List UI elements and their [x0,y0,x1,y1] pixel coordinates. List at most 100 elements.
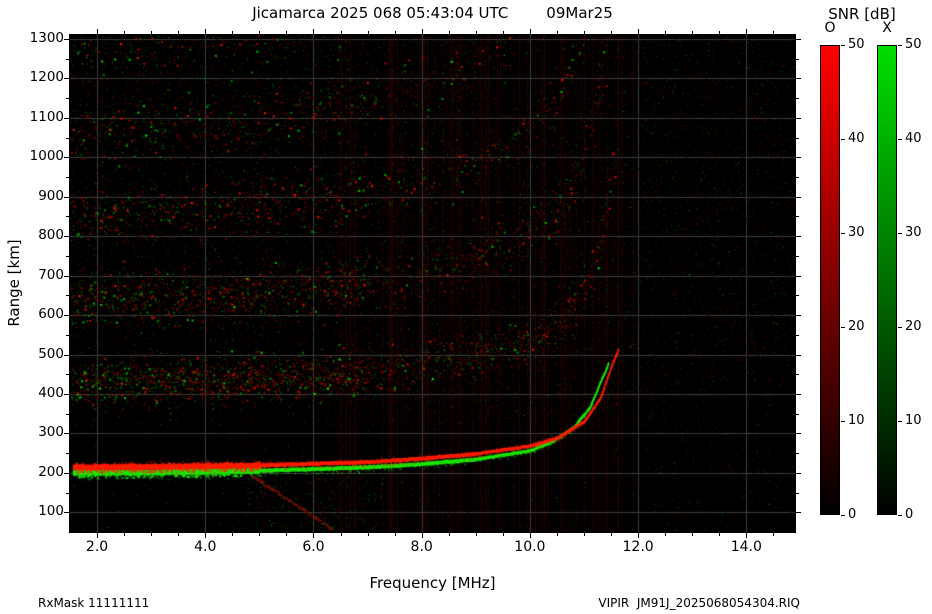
x-tick-label: 4.0 [194,539,217,555]
colorbar-x-label: X [882,20,892,36]
y-minor-tick [796,374,799,376]
y-tick-label: 1000 [29,148,64,165]
x-minor-tick [259,533,261,536]
x-minor-tick [502,533,504,536]
y-major-tick [796,472,801,474]
y-major-tick [796,393,801,395]
y-tick-label: 200 [38,463,64,480]
colorbar-tick-label: 20 [848,319,865,334]
colorbar-tick [841,233,845,234]
x-minor-tick [475,533,477,536]
x-major-tick [421,533,423,538]
x-minor-tick [394,533,396,536]
colorbar-tick [841,421,845,422]
y-major-tick [796,315,801,317]
x-major-tick [746,533,748,538]
y-tick-label: 1300 [29,29,64,46]
y-major-tick [796,196,801,198]
y-major-tick [796,117,801,119]
colorbar-tick [898,421,902,422]
y-tick-label: 300 [38,424,64,441]
y-tick-label: 1100 [29,108,64,125]
plot-area [69,34,796,533]
colorbar-tick-label: 0 [848,507,857,522]
y-axis-label: Range [km] [5,239,23,327]
x-major-tick [529,533,531,538]
colorbar-tick-label: 50 [848,37,865,52]
colorbar-tick-label: 20 [905,319,922,334]
colorbar-title: SNR [dB] [828,5,896,23]
colorbar-tick-label: 30 [848,225,865,240]
colorbar-o-label: O [824,20,836,36]
x-minor-tick [719,533,721,536]
y-major-tick [796,433,801,435]
y-minor-tick [796,492,799,494]
x-major-tick [313,533,315,538]
y-minor-tick [796,255,799,257]
x-major-tick [205,533,207,538]
y-minor-tick [796,334,799,336]
colorbar-tick [841,327,845,328]
colorbar-tick [898,233,902,234]
x-minor-tick [448,533,450,536]
y-major-tick [796,354,801,356]
y-major-tick [796,275,801,277]
y-minor-tick [796,453,799,455]
x-tick-label: 10.0 [514,539,546,555]
x-tick-label: 2.0 [85,539,109,555]
ionogram-canvas [70,35,795,532]
plot-title-text: Jicamarca 2025 068 05:43:04 UTC [252,4,509,22]
y-major-tick [796,38,801,40]
y-tick-label: 700 [38,266,64,283]
plot-date: 09Mar25 [546,4,613,22]
datafile-text: VIPIR JM91J_2025068054304.RIQ [598,596,800,610]
y-major-tick [796,512,801,514]
colorbar-tick [841,139,845,140]
x-axis-label: Frequency [MHz] [369,574,496,592]
colorbar-tick-label: 50 [905,37,922,52]
y-minor-tick [796,216,799,218]
x-major-tick [97,533,99,538]
colorbar-x-gradient [877,45,897,515]
x-minor-tick [583,533,585,536]
y-minor-tick [796,177,799,178]
colorbar-tick [841,515,845,516]
colorbar-tick-label: 40 [905,131,922,146]
y-tick-label: 600 [38,306,64,323]
colorbar-tick [898,45,902,46]
x-minor-tick [773,533,775,536]
y-tick-label: 1200 [29,69,64,86]
x-minor-tick [178,533,180,536]
plot-title: Jicamarca 2025 068 05:43:04 UTC 09Mar25 [70,4,795,22]
x-major-tick [638,533,640,538]
colorbar-tick-label: 0 [905,507,914,522]
colorbar-o-gradient [820,45,840,515]
y-major-tick [796,236,801,238]
y-major-tick [796,78,801,80]
colorbar-tick [898,515,902,516]
x-minor-tick [124,533,126,536]
y-tick-label: 100 [38,503,64,520]
colorbar-tick [898,327,902,328]
x-minor-tick [151,533,153,536]
y-minor-tick [796,98,799,100]
y-tick-label: 800 [38,227,64,244]
colorbar-tick-label: 10 [848,413,865,428]
colorbar-tick-label: 10 [905,413,922,428]
y-tick-label: 500 [38,345,64,362]
rxmask-text: RxMask 11111111 [38,596,150,610]
x-minor-tick [340,533,342,536]
y-minor-tick [796,137,799,139]
x-minor-tick [286,533,288,536]
y-tick-label: 400 [38,384,64,401]
colorbar-tick-label: 30 [905,225,922,240]
x-minor-tick [556,533,558,536]
x-minor-tick [232,533,234,536]
x-tick-label: 14.0 [730,539,762,555]
colorbar-tick-label: 40 [848,131,865,146]
x-tick-label: 8.0 [410,539,433,555]
x-minor-tick [692,533,694,536]
x-minor-tick [611,533,613,536]
colorbar-tick [898,139,902,140]
